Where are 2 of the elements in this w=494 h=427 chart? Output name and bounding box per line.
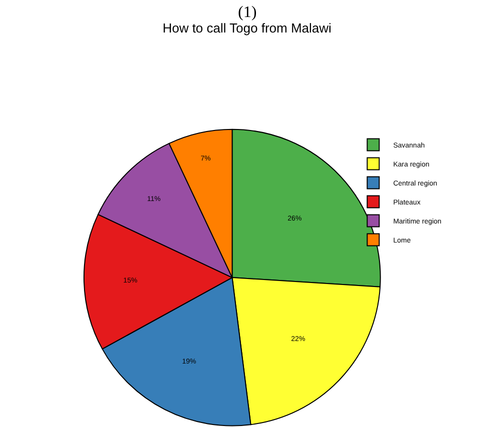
chart-title: How to call Togo from Malawi <box>162 20 332 36</box>
text: (1) <box>238 4 257 21</box>
